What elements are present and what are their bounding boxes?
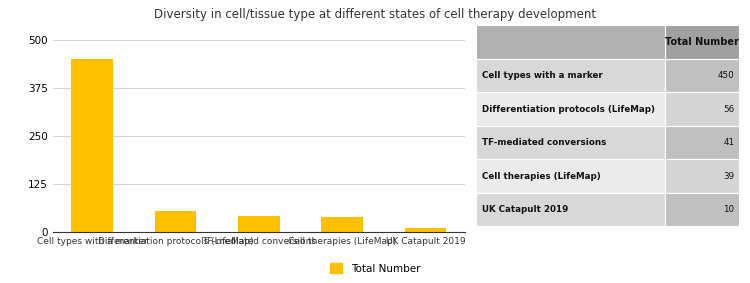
Text: Cell types with a marker: Cell types with a marker [482,71,603,80]
Bar [71,59,113,232]
Text: Cell therapies (LifeMap): Cell therapies (LifeMap) [482,172,601,181]
Text: TF-mediated conversions: TF-mediated conversions [482,138,607,147]
Text: Total Number: Total Number [665,37,739,47]
Text: Differentiation protocols (LifeMap): Differentiation protocols (LifeMap) [482,105,656,114]
Bar [238,216,280,232]
Text: 450: 450 [718,71,734,80]
Text: 56: 56 [723,105,734,114]
Bar [404,228,446,232]
Bar [154,211,196,232]
Bar [321,217,363,232]
Text: UK Catapult 2019: UK Catapult 2019 [482,205,568,214]
Text: 10: 10 [723,205,734,214]
Legend: Total Number: Total Number [326,259,424,278]
Text: 39: 39 [723,172,734,181]
Text: Diversity in cell/tissue type at different states of cell therapy development: Diversity in cell/tissue type at differe… [154,8,596,22]
Text: 41: 41 [723,138,734,147]
